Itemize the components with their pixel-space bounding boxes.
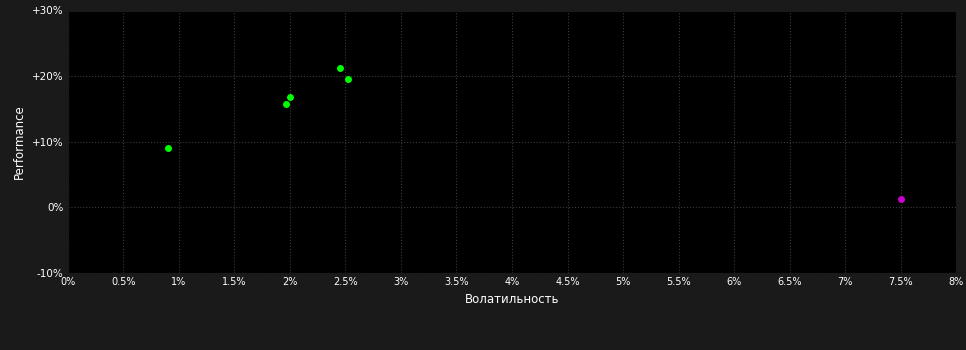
Point [160, 146, 176, 151]
Point [279, 101, 295, 106]
X-axis label: Волатильность: Волатильность [465, 293, 559, 306]
Point [332, 65, 348, 70]
Point [340, 76, 355, 82]
Y-axis label: Performance: Performance [14, 104, 26, 179]
Point [893, 196, 908, 202]
Point [282, 94, 298, 100]
